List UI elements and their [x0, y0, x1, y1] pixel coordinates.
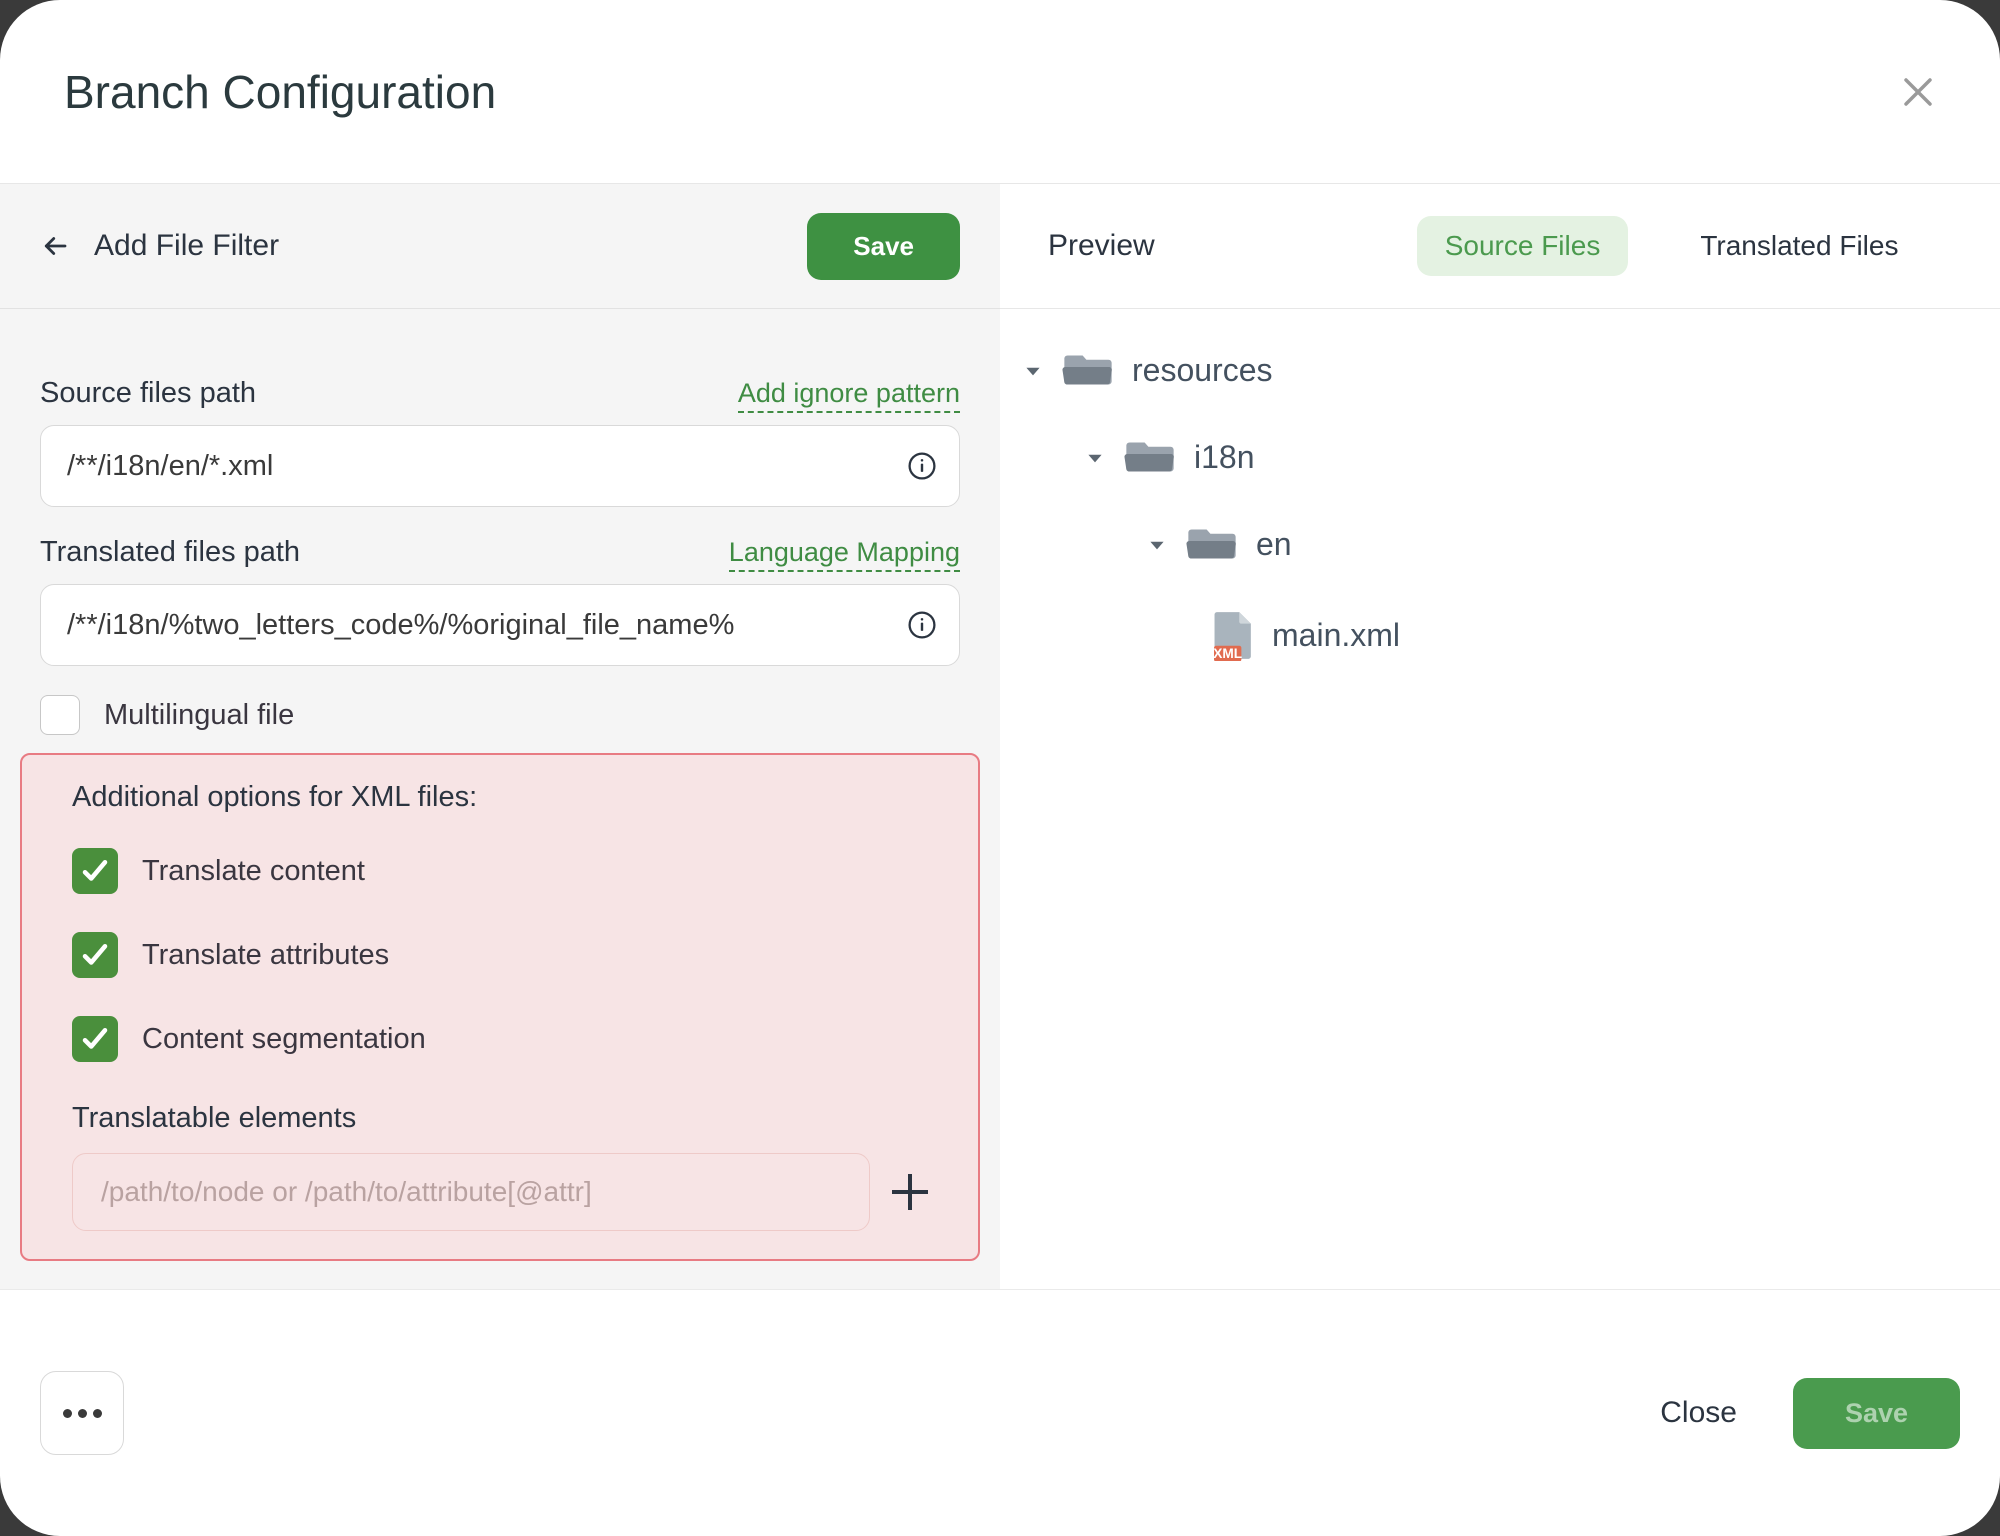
svg-text:XML: XML	[1214, 646, 1242, 661]
